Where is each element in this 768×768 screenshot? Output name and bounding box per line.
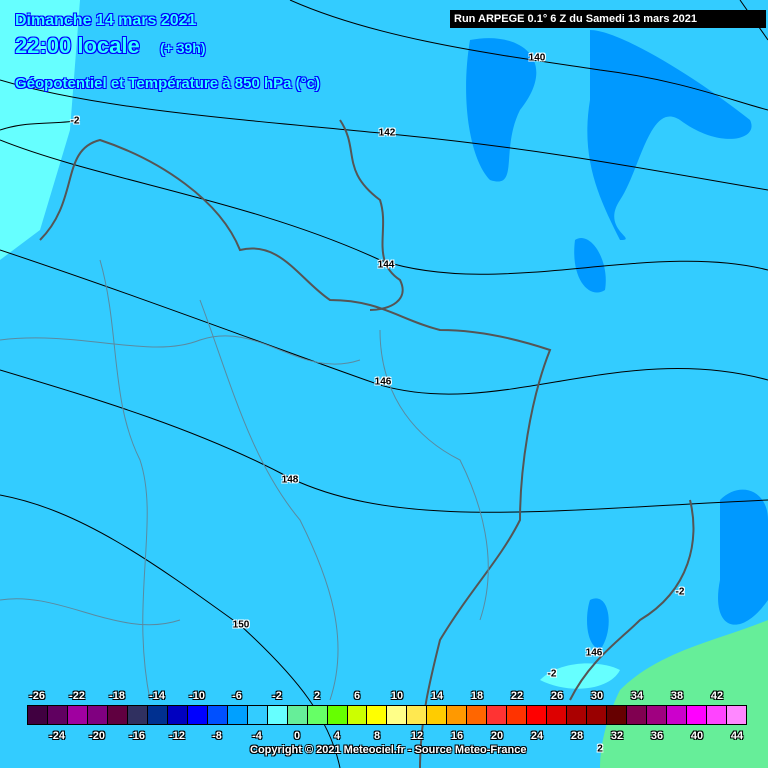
- contour-label: 146: [585, 647, 603, 659]
- legend-swatch: [327, 706, 348, 724]
- legend-label-top: 2: [313, 690, 321, 702]
- contour-label: 146: [374, 376, 392, 388]
- contour-label: 144: [377, 259, 395, 271]
- legend-label-bottom: 44: [730, 730, 744, 742]
- contour-label: 142: [378, 127, 396, 139]
- run-label: Run ARPEGE 0.1° 6 Z du Samedi 13 mars 20…: [450, 10, 766, 28]
- legend-swatch: [567, 706, 588, 724]
- legend-swatch: [547, 706, 568, 724]
- forecast-lead: (+ 39h): [160, 40, 206, 56]
- legend-swatch: [227, 706, 248, 724]
- legend-swatch: [87, 706, 108, 724]
- legend-swatch: [287, 706, 308, 724]
- legend-swatch: [467, 706, 488, 724]
- legend-swatch: [267, 706, 288, 724]
- legend-label-top: 38: [670, 690, 684, 702]
- legend-label-bottom: 32: [610, 730, 624, 742]
- legend-swatch: [67, 706, 88, 724]
- legend-swatch: [507, 706, 528, 724]
- cold-patch-southeast: [540, 663, 620, 689]
- legend-label-top: -6: [232, 690, 242, 702]
- legend-swatch: [667, 706, 687, 724]
- legend-label-top: -2: [272, 690, 282, 702]
- contour-label: -2: [547, 668, 557, 680]
- legend-swatch: [627, 706, 648, 724]
- legend-label-top: -14: [149, 690, 165, 702]
- legend-swatch: [47, 706, 68, 724]
- legend-label-top: -10: [189, 690, 205, 702]
- cold-zone-west: [0, 0, 80, 260]
- contour-label: 140: [528, 52, 546, 64]
- legend-label-bottom: 20: [490, 730, 504, 742]
- legend-label-bottom: 4: [333, 730, 341, 742]
- forecast-time: 22:00 locale: [15, 33, 140, 58]
- borders: [39, 119, 695, 768]
- legend-swatch: [207, 706, 228, 724]
- legend-label-top: -26: [29, 690, 45, 702]
- legend-label-bottom: -16: [129, 730, 145, 742]
- legend-swatch: [407, 706, 428, 724]
- contour-label: 148: [281, 474, 299, 486]
- contour-label: -2: [675, 586, 685, 598]
- legend-label-top: 30: [590, 690, 604, 702]
- contour-label: 150: [232, 619, 250, 631]
- legend-label-top: 34: [630, 690, 644, 702]
- legend-label-bottom: 16: [450, 730, 464, 742]
- legend-swatch: [447, 706, 468, 724]
- warm-zone-southeast: [600, 620, 768, 768]
- legend-label-bottom: -8: [212, 730, 222, 742]
- legend-label-top: 14: [430, 690, 444, 702]
- contour-label: 2: [597, 743, 603, 755]
- legend-swatch: [347, 706, 368, 724]
- legend-label-bottom: -4: [252, 730, 262, 742]
- legend-label-bottom: 0: [293, 730, 301, 742]
- legend-label-bottom: 8: [373, 730, 381, 742]
- legend-label-top: -18: [109, 690, 125, 702]
- legend-swatch: [487, 706, 508, 724]
- legend-swatch: [147, 706, 168, 724]
- legend-swatch: [127, 706, 148, 724]
- legend-swatch: [307, 706, 328, 724]
- legend-swatch: [367, 706, 388, 724]
- legend-swatch: [427, 706, 448, 724]
- legend-label-top: 26: [550, 690, 564, 702]
- legend-label-top: 22: [510, 690, 524, 702]
- legend-swatch: [726, 706, 746, 724]
- legend-label-bottom: 28: [570, 730, 584, 742]
- regional-borders: [0, 259, 489, 701]
- legend-swatch: [587, 706, 608, 724]
- legend-swatch: [706, 706, 727, 724]
- copyright: Copyright © 2021 Meteociel.fr - Source M…: [250, 744, 527, 756]
- legend-label-bottom: 40: [690, 730, 704, 742]
- contour-label: -2: [70, 115, 80, 127]
- parameter-title: Géopotentiel et Température à 850 hPa (°…: [15, 75, 320, 92]
- legend-swatch: [387, 706, 408, 724]
- legend-label-bottom: 24: [530, 730, 544, 742]
- legend-label-bottom: 36: [650, 730, 664, 742]
- legend-swatch: [247, 706, 268, 724]
- forecast-date: Dimanche 14 mars 2021: [15, 12, 197, 29]
- legend-label-top: 18: [470, 690, 484, 702]
- legend-swatch: [107, 706, 128, 724]
- legend-label-top: 42: [710, 690, 724, 702]
- legend-swatch: [187, 706, 208, 724]
- legend-label-top: 10: [390, 690, 404, 702]
- legend-swatch: [647, 706, 667, 724]
- legend-swatch: [527, 706, 548, 724]
- legend-label-top: -22: [69, 690, 85, 702]
- legend-label-bottom: 12: [410, 730, 424, 742]
- legend-swatch: [28, 706, 48, 724]
- color-scale-legend: [27, 705, 747, 725]
- legend-label-bottom: -12: [169, 730, 185, 742]
- legend-label-bottom: -24: [49, 730, 65, 742]
- legend-swatch: [167, 706, 188, 724]
- legend-swatch: [607, 706, 628, 724]
- legend-label-bottom: -20: [89, 730, 105, 742]
- legend-label-top: 6: [353, 690, 361, 702]
- colder-patches: [466, 30, 768, 650]
- legend-swatch: [686, 706, 707, 724]
